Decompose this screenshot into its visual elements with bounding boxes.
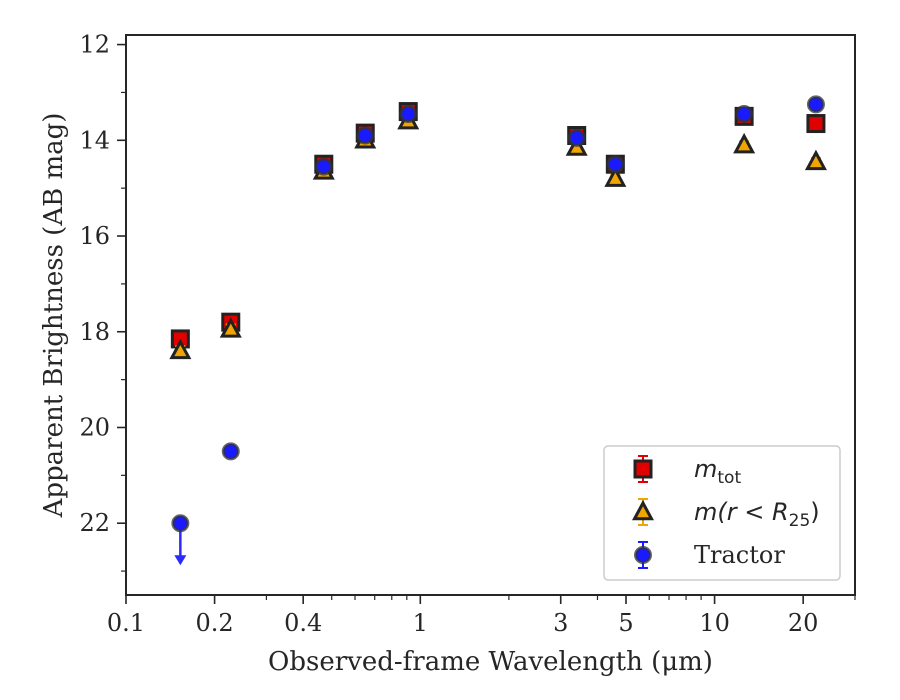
y-tick-label: 18 bbox=[79, 318, 110, 346]
y-tick-label: 12 bbox=[79, 31, 110, 59]
legend-marker bbox=[631, 499, 655, 521]
upper-limit-arrowhead bbox=[174, 555, 187, 566]
y-axis: 12 14 16 18 20 22 bbox=[79, 31, 126, 572]
series-circle bbox=[171, 95, 825, 566]
legend-item: Tractor bbox=[634, 541, 785, 569]
data-point bbox=[169, 338, 192, 360]
data-point bbox=[733, 132, 756, 154]
data-point bbox=[806, 95, 825, 114]
y-tick-label: 22 bbox=[79, 509, 110, 537]
data-point bbox=[219, 317, 242, 338]
data-point bbox=[356, 126, 375, 145]
y-tick-label: 20 bbox=[79, 413, 110, 441]
legend: mtot m(r < R25) Tractor bbox=[603, 445, 841, 581]
x-tick-label: 20 bbox=[788, 609, 819, 637]
x-tick-label: 10 bbox=[699, 609, 730, 637]
data-point bbox=[806, 114, 826, 134]
legend-label: mtot bbox=[694, 455, 741, 488]
legend-item: m(r < R25) bbox=[631, 498, 820, 531]
series-triangle bbox=[169, 108, 827, 360]
data-point bbox=[567, 128, 586, 147]
x-axis: 0.1 0.2 0.4 1 3 5 10 20 bbox=[107, 595, 856, 637]
data-series bbox=[169, 95, 827, 566]
legend-marker bbox=[634, 546, 652, 564]
x-tick-label: 0.4 bbox=[284, 609, 322, 637]
data-point bbox=[735, 104, 754, 123]
data-point bbox=[804, 149, 827, 171]
series-square bbox=[170, 102, 826, 349]
legend-marker bbox=[633, 459, 653, 479]
y-axis-label: Apparent Brightness (AB mag) bbox=[39, 113, 69, 519]
x-tick-label: 5 bbox=[618, 609, 633, 637]
data-point bbox=[604, 166, 627, 187]
legend-item: mtot bbox=[633, 455, 741, 488]
data-point bbox=[221, 442, 240, 461]
x-tick-label: 0.2 bbox=[196, 609, 234, 637]
legend-box bbox=[603, 445, 841, 581]
y-tick-label: 14 bbox=[79, 126, 110, 154]
legend-label: Tractor bbox=[694, 541, 785, 569]
x-axis-label: Observed-frame Wavelength (μm) bbox=[268, 647, 713, 677]
data-point bbox=[399, 104, 418, 123]
data-point bbox=[171, 514, 190, 533]
x-tick-label: 3 bbox=[553, 609, 568, 637]
x-tick-label: 1 bbox=[413, 609, 428, 637]
data-point bbox=[314, 157, 333, 176]
plot-frame bbox=[125, 34, 856, 596]
x-tick-label: 0.1 bbox=[107, 609, 145, 637]
y-tick-label: 16 bbox=[79, 222, 110, 250]
data-point bbox=[606, 155, 625, 174]
legend-label: m(r < R25) bbox=[694, 498, 820, 531]
